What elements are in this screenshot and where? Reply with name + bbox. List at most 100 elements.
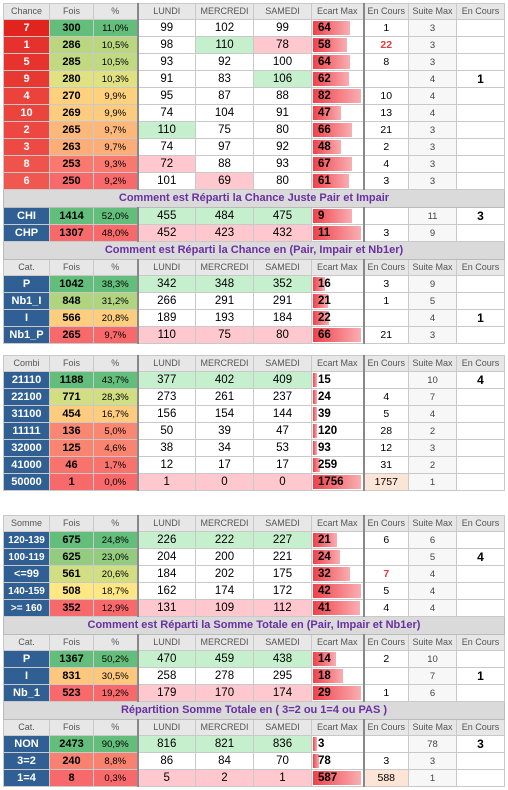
- header-row: Somme Fois% LUNDI MERCREDI SAMEDI Ecart Max En…: [3, 515, 505, 532]
- column-header: En Cours: [456, 634, 505, 651]
- column-header: Suite Max: [408, 259, 457, 276]
- table-row: 22100 771 28,3% 273 261 237 24 4 7: [3, 388, 505, 406]
- row-label: Nb1_I: [3, 292, 50, 310]
- ecart-max-cell: 41: [311, 599, 365, 617]
- fois-cell: 1188: [49, 371, 94, 389]
- ecart-max-cell: 259: [311, 456, 365, 474]
- ecart-max-cell: 21: [311, 292, 365, 310]
- suite-max-cell: 3: [408, 439, 457, 457]
- table-row: <=99 561 20,6% 184 202 175 32 7 4: [3, 565, 505, 583]
- ecart-bar: [313, 140, 341, 154]
- suite-en-cours-cell: 3: [456, 735, 505, 753]
- column-header: En Cours: [456, 515, 505, 532]
- row-label: I: [3, 309, 50, 327]
- ecart-value: 82: [318, 89, 331, 102]
- suite-en-cours-cell: 3: [456, 207, 505, 225]
- suite-en-cours-cell: [456, 684, 505, 702]
- day-count-cell: 110: [137, 121, 196, 139]
- day-count-cell: 278: [195, 667, 254, 685]
- row-label: 22100: [3, 388, 50, 406]
- suite-en-cours-cell: [456, 405, 505, 423]
- day-count-cell: 38: [137, 439, 196, 457]
- day-count-cell: 91: [137, 70, 196, 88]
- column-header: LUNDI: [137, 355, 196, 372]
- day-count-cell: 836: [253, 735, 312, 753]
- suite-max-cell: 3: [408, 138, 457, 156]
- ecart-value: 3: [318, 737, 325, 750]
- row-label: 50000: [3, 473, 50, 491]
- percent-cell: 10,3%: [93, 70, 139, 88]
- suite-en-cours-cell: [456, 53, 505, 71]
- fois-cell: 561: [49, 565, 94, 583]
- percent-cell: 11,0%: [93, 19, 139, 37]
- column-header: En Cours: [456, 259, 505, 276]
- ecart-value: 9: [318, 209, 325, 222]
- table-row: P 1367 50,2% 470 459 438 14 2 10: [3, 650, 505, 668]
- table-row: 3=2 240 8,8% 86 84 70 78 3 3: [3, 752, 505, 770]
- day-count-cell: 99: [253, 19, 312, 37]
- day-count-cell: 402: [195, 371, 254, 389]
- row-label: P: [3, 275, 50, 293]
- combi-block: Combi Fois% LUNDI MERCREDI SAMEDI Ecart Max En…: [3, 355, 505, 491]
- ecart-max-cell: 120: [311, 422, 365, 440]
- day-count-cell: 86: [137, 752, 196, 770]
- ecart-bar: [313, 754, 319, 768]
- day-count-cell: 101: [137, 172, 196, 190]
- row-label: >= 160: [3, 599, 50, 617]
- column-header: Chance: [3, 3, 50, 20]
- suite-en-cours-cell: 1: [456, 667, 505, 685]
- day-count-cell: 470: [137, 650, 196, 668]
- row-label: Nb_1: [3, 684, 50, 702]
- day-count-cell: 112: [253, 599, 312, 617]
- day-count-cell: 83: [195, 70, 254, 88]
- column-header: Suite Max: [408, 3, 457, 20]
- suite-en-cours-cell: 4: [456, 548, 505, 566]
- en-cours-cell: 5: [363, 405, 409, 423]
- day-count-cell: 273: [137, 388, 196, 406]
- column-header: Combi: [3, 355, 50, 372]
- row-label: 1: [3, 36, 50, 54]
- day-count-cell: 261: [195, 388, 254, 406]
- ecart-value: 62: [318, 72, 331, 85]
- column-header: MERCREDI: [195, 3, 254, 20]
- section-title: Répartition Somme Totale en ( 3=2 ou 1=4…: [3, 701, 505, 720]
- fois-cell: 265: [49, 326, 94, 344]
- column-header: Fois: [49, 719, 94, 736]
- ecart-value: 16: [318, 277, 331, 290]
- suite-max-cell: 4: [408, 565, 457, 583]
- ecart-value: 32: [318, 567, 331, 580]
- row-label: 7: [3, 19, 50, 37]
- ecart-max-cell: 64: [311, 19, 365, 37]
- suite-en-cours-cell: 4: [456, 371, 505, 389]
- suite-max-cell: 6: [408, 684, 457, 702]
- table-row: P 1042 38,3% 342 348 352 16 3 9: [3, 275, 505, 293]
- day-count-cell: 221: [253, 548, 312, 566]
- section-title: Comment est Réparti la Somme Totale en (…: [3, 616, 505, 635]
- fois-cell: 1042: [49, 275, 94, 293]
- day-count-cell: 172: [253, 582, 312, 600]
- column-header: MERCREDI: [195, 355, 254, 372]
- percent-cell: 9,2%: [93, 172, 139, 190]
- somme-block: Somme Fois% LUNDI MERCREDI SAMEDI Ecart Max En…: [3, 515, 505, 787]
- table-row: 11111 136 5,0% 50 39 47 120 28 2: [3, 422, 505, 440]
- fois-cell: 625: [49, 548, 94, 566]
- day-count-cell: 475: [253, 207, 312, 225]
- percent-cell: 9,9%: [93, 87, 139, 105]
- column-header: Suite Max: [408, 719, 457, 736]
- day-count-cell: 84: [195, 752, 254, 770]
- ecart-max-cell: 78: [311, 752, 365, 770]
- fois-cell: 848: [49, 292, 94, 310]
- header-row: Combi Fois% LUNDI MERCREDI SAMEDI Ecart Max En…: [3, 355, 505, 372]
- percent-cell: 9,3%: [93, 155, 139, 173]
- ecart-max-cell: 62: [311, 70, 365, 88]
- day-count-cell: 291: [253, 292, 312, 310]
- column-header: En Cours: [363, 634, 409, 651]
- table-row: I 566 20,8% 189 193 184 22 4 1: [3, 309, 505, 327]
- column-header: En Cours: [363, 515, 409, 532]
- suite-max-cell: 4: [408, 599, 457, 617]
- day-count-cell: 99: [137, 19, 196, 37]
- en-cours-cell: 3: [363, 752, 409, 770]
- day-count-cell: 92: [253, 138, 312, 156]
- percent-cell: 16,7%: [93, 405, 139, 423]
- table-row: 100-119 625 23,0% 204 200 221 24 5 4: [3, 548, 505, 566]
